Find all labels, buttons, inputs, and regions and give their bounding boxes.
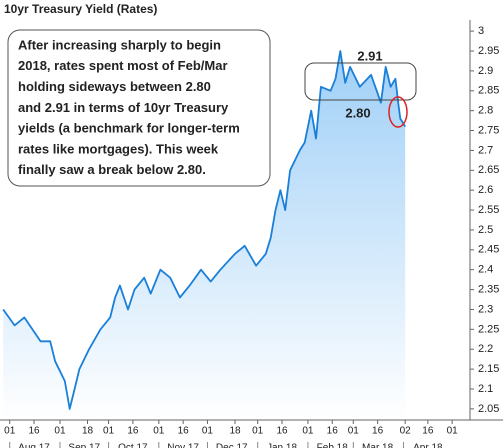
month-label: Mar 18 [362, 443, 394, 448]
month-label: Apr 18 [413, 443, 443, 448]
x-tick-label: 18 [229, 426, 241, 437]
line [2, 50, 406, 410]
y-tick-label: 2.55 [478, 204, 499, 216]
month-label: Dec 17 [216, 443, 248, 448]
annotation-line: and 2.91 in terms of 10yr Treasury [18, 100, 229, 115]
x-tick-label: 01 [4, 426, 16, 437]
chart-title: 10yr Treasury Yield (Rates) [4, 2, 157, 16]
month-label: Oct 17 [118, 443, 148, 448]
x-tick-label: 16 [28, 426, 40, 437]
range-high-label: 2.91 [357, 48, 382, 63]
y-tick-label: 2.45 [478, 244, 499, 256]
x-tick-label: 16 [372, 426, 384, 437]
x-tick-label: 01 [252, 426, 264, 437]
x-tick-label: 01 [447, 426, 459, 437]
x-tick-label: 01 [202, 426, 214, 437]
y-tick-label: 2.3 [478, 303, 493, 315]
x-tick-label: 16 [276, 426, 288, 437]
month-label: Jan 18 [267, 443, 297, 448]
month-label: Nov 17 [167, 443, 199, 448]
x-tick-label: 01 [348, 426, 360, 437]
annotation-line: After increasing sharply to begin [18, 37, 221, 52]
x-tick-label: 01 [103, 426, 115, 437]
y-tick-label: 2.6 [478, 184, 493, 196]
annotation-line: finally saw a break below 2.80. [18, 162, 206, 177]
x-tick-label: 01 [153, 426, 165, 437]
y-tick-label: 3 [478, 25, 484, 37]
y-tick-label: 2.8 [478, 105, 493, 117]
month-label: Feb 18 [317, 443, 349, 448]
annotation-box [7, 29, 271, 187]
range-box [304, 62, 417, 101]
range-low-label: 2.80 [345, 105, 370, 120]
y-tick-label: 2.9 [478, 65, 493, 77]
y-tick-label: 2.85 [478, 85, 499, 97]
y-tick-label: 2.35 [478, 283, 499, 295]
x-tick-label: 16 [422, 426, 434, 437]
y-tick-label: 2.15 [478, 363, 499, 375]
y-tick-label: 2.25 [478, 323, 499, 335]
annotation-line: yields (a benchmark for longer-term [18, 121, 240, 136]
x-tick-label: 02 [400, 426, 412, 437]
x-tick-label: 16 [178, 426, 190, 437]
y-tick-label: 2.95 [478, 45, 499, 57]
x-tick-label: 16 [127, 426, 139, 437]
x-tick-label: 01 [54, 426, 66, 437]
month-label: Sep 17 [68, 443, 100, 448]
annotation-line: 2018, rates spent most of Feb/Mar [18, 58, 228, 73]
y-tick-label: 2.7 [478, 144, 493, 156]
y-tick-label: 2.4 [478, 264, 493, 276]
y-tick-label: 2.5 [478, 224, 493, 236]
y-tick-label: 2.2 [478, 343, 493, 355]
x-tick-label: 16 [327, 426, 339, 437]
y-tick-label: 2.1 [478, 383, 493, 395]
month-label: Aug 17 [18, 443, 50, 448]
annotation-line: holding sideways between 2.80 [18, 79, 211, 94]
y-tick-label: 2.65 [478, 164, 499, 176]
x-tick-label: 18 [82, 426, 94, 437]
y-tick-label: 2.75 [478, 124, 499, 136]
break-highlight [388, 96, 408, 128]
x-tick-label: 01 [302, 426, 314, 437]
y-tick-label: 2.05 [478, 403, 499, 415]
annotation-line: rates like mortgages). This week [18, 141, 219, 156]
